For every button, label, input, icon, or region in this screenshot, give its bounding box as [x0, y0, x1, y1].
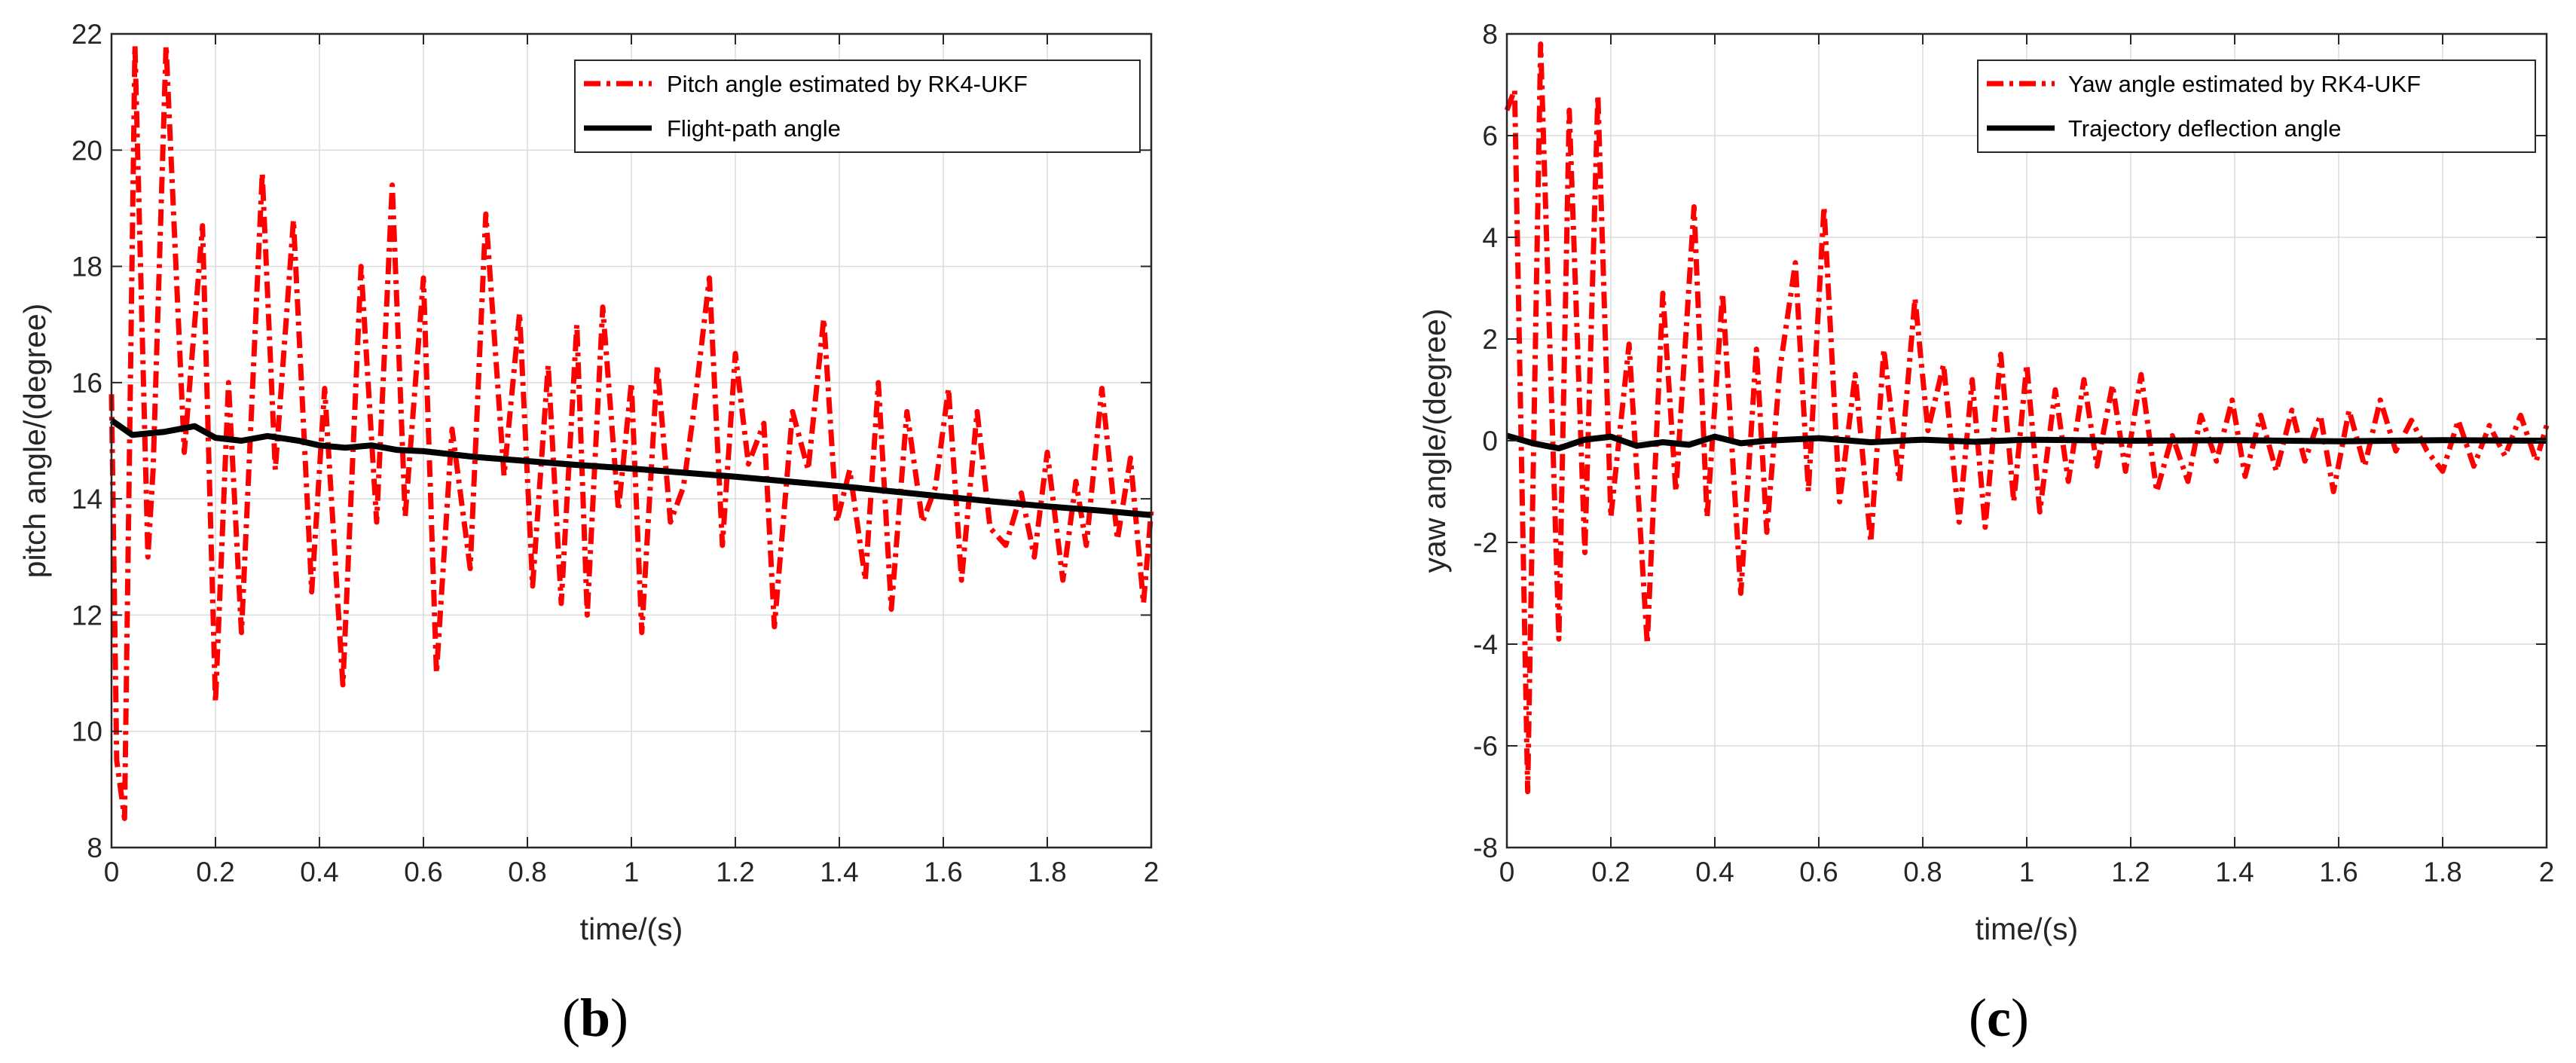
panel-b-xtick-label: 1.2 — [716, 857, 754, 887]
panel-c-xtick-label: 1.6 — [2319, 857, 2358, 887]
panel-b-xtick-label: 1 — [624, 857, 640, 887]
panel-c-ytick-label: 2 — [1482, 324, 1498, 355]
panel-c-reference-line — [1505, 432, 2547, 452]
panel-b-xtick-label: 0.4 — [300, 857, 338, 887]
panel-label-c-letter: c — [1987, 988, 2011, 1048]
panel-label-c-open: ( — [1969, 988, 1987, 1048]
panel-b-ytick-label: 18 — [72, 252, 102, 283]
panel-c-xtick-label: 1 — [2019, 857, 2035, 887]
panel-c-xtick-label: 0.4 — [1695, 857, 1734, 887]
panel-b-estimate-line — [108, 42, 1154, 821]
panel-c-series — [1504, 41, 2550, 795]
panel-b-xtick-label: 0.2 — [196, 857, 234, 887]
panel-c-xtick-label: 0.8 — [1903, 857, 1942, 887]
panel-b-xtick-label: 1.4 — [820, 857, 858, 887]
panel-c-estimate-line — [1504, 41, 2550, 795]
panel-c-xtick-label: 0 — [1499, 857, 1515, 887]
panel-b-xtick-label: 1.8 — [1028, 857, 1066, 887]
panel-b-xticks: 0 0.2 0.4 0.6 0.8 1 1.2 1.4 1.6 1.8 2 — [104, 34, 1160, 887]
panel-c-xtick-label: 0.6 — [1799, 857, 1838, 887]
panel-c-legend-box — [1977, 60, 2536, 153]
panel-label-b-letter: b — [580, 988, 610, 1048]
panel-b-xtick-label: 0.8 — [508, 857, 546, 887]
panel-b-ytick-label: 12 — [72, 600, 102, 631]
panel-c-ytick-label: 6 — [1482, 121, 1498, 151]
panel-b-series — [108, 42, 1154, 821]
panel-c-ytick-label: -2 — [1473, 527, 1498, 558]
panel-c-ytick-label: -4 — [1473, 629, 1498, 660]
panel-c-xlabel: time/(s) — [1976, 912, 2079, 946]
panel-c-yticks: -8 -6 -4 -2 0 2 4 6 8 — [1473, 19, 2547, 863]
panel-c-xtick-label: 0.2 — [1591, 857, 1630, 887]
panel-c-ytick-label: 8 — [1482, 19, 1498, 50]
panel-c-ytick-label: 0 — [1482, 426, 1498, 457]
panel-b-ytick-label: 10 — [72, 716, 102, 747]
panel-label-b: (b) — [562, 988, 628, 1048]
panel-b-legend-box — [574, 60, 1141, 153]
panel-b-ytick-label: 22 — [72, 19, 102, 50]
panel-b-reference-line — [109, 417, 1152, 518]
panel-b-legend-label-estimate: Pitch angle estimated by RK4-UKF — [667, 71, 1028, 97]
panel-b-ylabel: pitch angle/(degree) — [17, 304, 52, 579]
panel-label-b-open: ( — [562, 988, 580, 1048]
panel-c-ytick-label: 4 — [1482, 222, 1498, 253]
panel-c-ytick-label: -6 — [1473, 731, 1498, 762]
panel-b-ytick-label: 14 — [72, 484, 102, 515]
panel-c-ytick-label: -8 — [1473, 832, 1498, 863]
panel-b-legend-label-reference: Flight-path angle — [667, 115, 841, 142]
panel-b-ytick-label: 8 — [87, 832, 102, 863]
panel-c-legend: Yaw angle estimated by RK4-UKF Trajector… — [1977, 60, 2536, 153]
panel-b-yticks: 8 10 12 14 16 18 20 22 — [72, 19, 1151, 863]
panel-label-b-close: ) — [610, 988, 628, 1048]
panel-b-legend: Pitch angle estimated by RK4-UKF Flight-… — [574, 60, 1141, 153]
panel-c-xticks: 0 0.2 0.4 0.6 0.8 1 1.2 1.4 1.6 1.8 2 — [1499, 34, 2555, 887]
panel-label-c-close: ) — [2011, 988, 2029, 1048]
panel-b-xtick-label: 0 — [104, 857, 120, 887]
panel-b-xlabel: time/(s) — [580, 912, 683, 946]
panel-c-chart: 0 0.2 0.4 0.6 0.8 1 1.2 1.4 1.6 1.8 2 -8 -6 -4 -2 0 2 4 6… — [1417, 19, 2554, 946]
panel-b-xtick-label: 2 — [1144, 857, 1160, 887]
panel-label-c: (c) — [1969, 988, 2029, 1048]
panel-c-xtick-label: 1.4 — [2215, 857, 2254, 887]
panel-b-xtick-label: 1.6 — [924, 857, 962, 887]
panel-b-ytick-label: 20 — [72, 135, 102, 166]
panel-b-xtick-label: 0.6 — [404, 857, 442, 887]
panel-c-xtick-label: 1.2 — [2111, 857, 2150, 887]
panel-b-ytick-label: 16 — [72, 368, 102, 399]
panel-c-xtick-label: 1.8 — [2423, 857, 2461, 887]
panel-c-xtick-label: 2 — [2539, 857, 2555, 887]
panel-b-chart: 0 0.2 0.4 0.6 0.8 1 1.2 1.4 1.6 1.8 2 8 10 12 14 16 18 2… — [17, 19, 1159, 946]
panel-c-legend-label-estimate: Yaw angle estimated by RK4-UKF — [2068, 71, 2421, 97]
panel-c-legend-label-reference: Trajectory deflection angle — [2068, 115, 2341, 142]
panel-c-ylabel: yaw angle/(degree) — [1417, 309, 1452, 573]
